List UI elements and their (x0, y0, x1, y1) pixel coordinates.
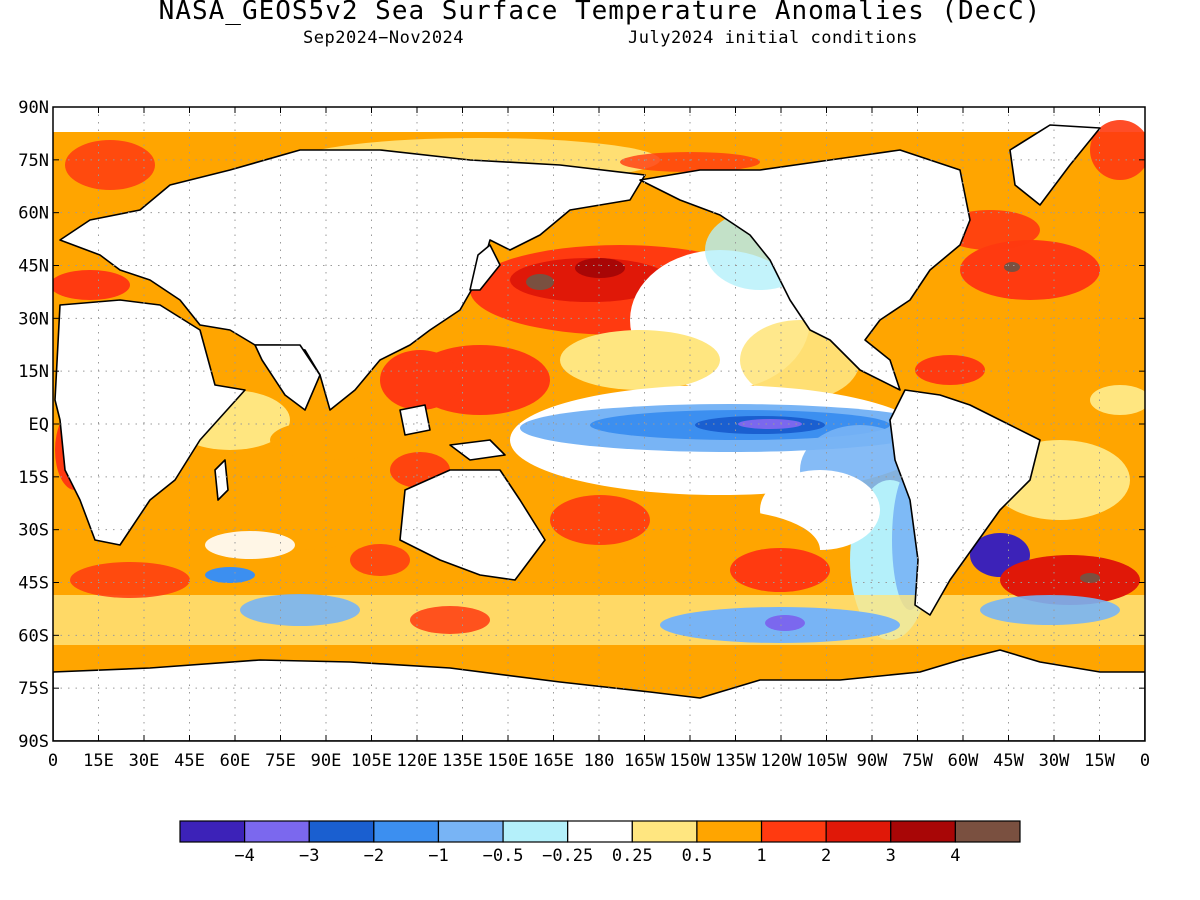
colorbar-swatch (308, 820, 375, 843)
colorbar-swatch (890, 820, 956, 843)
lat-tick-label: 90S (18, 732, 49, 752)
lon-tick-label: 30E (129, 751, 160, 771)
colorbar-swatch (244, 820, 310, 843)
lon-tick-label: 15E (83, 751, 114, 771)
lon-tick-label: 135E (442, 751, 483, 771)
lon-tick-label: 135W (715, 751, 757, 771)
africa-landmass (54, 299, 246, 546)
colorbar-label: −1 (428, 846, 448, 866)
colorbar-swatch (567, 820, 633, 843)
colorbar-label: −3 (299, 846, 319, 866)
graticule (53, 107, 1145, 741)
lat-tick-label: 15S (18, 468, 49, 488)
lat-tick-label: 90N (18, 98, 49, 118)
lon-tick-label: 45E (174, 751, 205, 771)
colorbar-swatch (760, 820, 827, 843)
greenland-landmass (1009, 124, 1101, 206)
lat-tick-label: 30S (18, 521, 49, 541)
colorbar-label: 4 (950, 846, 960, 866)
north-america-landmass (639, 149, 971, 391)
colorbar (179, 820, 1021, 843)
lat-tick-label: 30N (18, 309, 49, 329)
lon-tick-label: 150E (488, 751, 529, 771)
lon-tick-label: 120E (397, 751, 438, 771)
australia-landmass (399, 469, 546, 581)
antarctica-landmass (53, 649, 1145, 741)
lon-tick-label: 0 (1140, 751, 1150, 771)
lon-tick-label: 150W (670, 751, 712, 771)
colorbar-label: −2 (364, 846, 384, 866)
japan-island (469, 244, 501, 291)
lat-tick-label: 75S (18, 679, 49, 699)
lat-tick-label: 60N (18, 204, 49, 224)
colorbar-swatch (179, 820, 246, 843)
lat-tick-label: 45S (18, 574, 49, 594)
map-title: NASA_GEOS5v2 Sea Surface Temperature Ano… (158, 0, 1042, 26)
lon-tick-label: 0 (48, 751, 58, 771)
colorbar-label: 0.25 (612, 846, 653, 866)
new-guinea-island (449, 439, 506, 461)
initial-conditions: July2024 initial conditions (628, 28, 918, 48)
lon-tick-label: 45W (993, 751, 1024, 771)
eurasia-landmass (59, 149, 646, 411)
lon-tick-label: 105E (351, 751, 392, 771)
lon-tick-label: 165E (533, 751, 574, 771)
lon-tick-label: 60W (948, 751, 979, 771)
lat-tick-label: 60S (18, 626, 49, 646)
colorbar-swatch (954, 820, 1021, 843)
lat-tick-label: 15N (18, 362, 49, 382)
continents (53, 124, 1145, 741)
colorbar-swatch (696, 820, 763, 843)
colorbar-label: 1 (756, 846, 766, 866)
borneo-island (399, 404, 431, 436)
lon-tick-label: 90W (857, 751, 888, 771)
colorbar-swatch (825, 820, 892, 843)
lon-tick-label: 75E (265, 751, 296, 771)
lon-tick-label: 120W (761, 751, 803, 771)
lon-tick-label: 60E (220, 751, 251, 771)
madagascar-island (214, 459, 229, 501)
lat-tick-label: 75N (18, 151, 49, 171)
colorbar-label: −0.5 (483, 846, 524, 866)
colorbar-label: −0.25 (542, 846, 593, 866)
lon-tick-label: 90E (311, 751, 342, 771)
lon-tick-label: 75W (902, 751, 933, 771)
colorbar-label: 3 (886, 846, 896, 866)
latitude-axis: 90N 75N 60N 45N 30N 15N EQ 15S 30S 45S 60S 75S 90S (18, 98, 49, 752)
axis-ticks (52, 106, 1146, 742)
lon-tick-label: 105W (806, 751, 848, 771)
colorbar-swatch (631, 820, 698, 843)
forecast-period: Sep2024−Nov2024 (303, 28, 465, 48)
colorbar-label: 2 (821, 846, 831, 866)
colorbar-swatch (437, 820, 504, 843)
colorbar-label: 0.5 (682, 846, 713, 866)
colorbar-swatch (502, 820, 569, 843)
colorbar-swatch (373, 820, 440, 843)
india-landmass (254, 344, 321, 411)
colorbar-label: −4 (234, 846, 254, 866)
lon-tick-label: 15W (1084, 751, 1115, 771)
colorbar-labels: −4 −3 −2 −1 −0.5 −0.25 0.25 0.5 1 2 3 4 (234, 846, 960, 866)
lat-tick-label: EQ (29, 415, 49, 435)
south-america-landmass (889, 389, 1041, 616)
map-plot-area (53, 107, 1145, 741)
lat-tick-label: 45N (18, 257, 49, 277)
longitude-axis: 0 15E 30E 45E 60E 75E 90E 105E 120E 135E 150E 165E 1… (48, 751, 1150, 771)
lon-tick-label: 30W (1039, 751, 1070, 771)
lon-tick-label: 165W (624, 751, 666, 771)
lon-tick-label: 180 (584, 751, 615, 771)
